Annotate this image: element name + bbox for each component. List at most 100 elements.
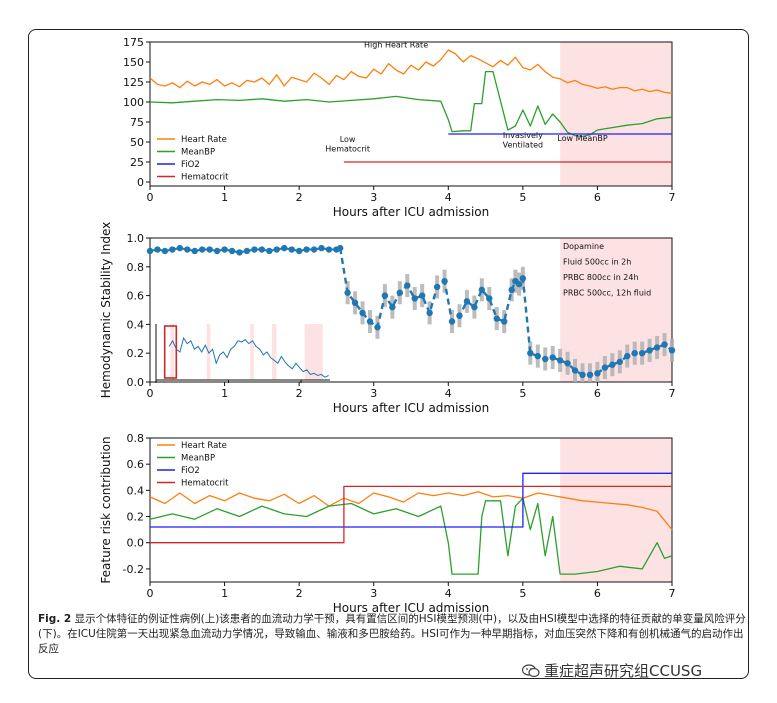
hsi-point	[325, 246, 333, 253]
hsi-point	[389, 303, 396, 311]
hsi-point	[653, 344, 661, 351]
legend-entry: FiO2	[181, 160, 200, 170]
inset-shaded-region	[272, 324, 277, 380]
y-axis-label: Hemodynamic Stability Index	[99, 222, 113, 399]
hsi-point	[221, 246, 228, 253]
y-tick-label: 0.8	[127, 432, 145, 445]
hsi-point	[154, 246, 161, 253]
annotation: Hematocrit	[325, 145, 370, 154]
y-tick-label: 150	[123, 56, 144, 69]
annotation: Low MeanBP	[557, 134, 608, 143]
y-tick-label: 0.4	[127, 318, 145, 331]
hsi-point	[411, 295, 418, 302]
x-tick-label: 2	[296, 191, 303, 204]
contribution-line-hematocrit	[150, 485, 672, 544]
inset-shaded-region	[304, 324, 323, 380]
annotation: Invasively	[503, 131, 543, 140]
hsi-point	[433, 283, 441, 291]
hsi-point	[616, 358, 623, 366]
hsi-point	[359, 309, 366, 317]
x-tick-label: 2	[296, 587, 303, 600]
hsi-point	[344, 289, 351, 296]
hsi-point	[169, 246, 176, 253]
watermark: 重症超声研究组CCUSG	[522, 660, 702, 681]
caption-text: 显示个体特征的例证性病例(上)该患者的血流动力学干预，具有置信区间的HSI模型预…	[38, 613, 746, 655]
y-axis-label: Feature risk contribution	[99, 436, 113, 583]
x-axis-label: Hours after ICU admission	[333, 205, 489, 219]
shaded-region	[560, 42, 672, 186]
hsi-point	[199, 246, 206, 253]
y-tick-label: -0.2	[123, 563, 144, 576]
y-tick-label: 75	[130, 116, 144, 129]
hsi-point	[631, 350, 638, 357]
x-tick-label: 6	[594, 191, 601, 204]
watermark-text: 重症超声研究组CCUSG	[544, 662, 703, 680]
plot-frame	[149, 437, 673, 583]
annotation: Low	[340, 135, 356, 144]
hsi-point	[318, 244, 325, 252]
hsi-point	[534, 352, 541, 360]
y-tick-label: 125	[123, 76, 144, 89]
hsi-point	[571, 367, 579, 374]
y-tick-label: 0.4	[127, 484, 145, 497]
x-tick-label: 5	[519, 587, 526, 600]
plot-frame	[149, 237, 673, 383]
y-tick-label: 0.2	[127, 347, 145, 360]
inset-highlight-box	[163, 325, 178, 379]
x-tick-label: 1	[221, 191, 228, 204]
hsi-point	[579, 371, 586, 378]
hsi-point	[374, 324, 381, 331]
hsi-point	[288, 246, 295, 253]
y-tick-label: 0.0	[127, 376, 145, 389]
hsi-point	[493, 315, 500, 322]
y-tick-label: 0.8	[127, 261, 145, 274]
y-tick-label: 0.2	[127, 511, 145, 524]
x-tick-label: 0	[147, 587, 154, 600]
y-tick-label: 100	[123, 96, 144, 109]
inset-shaded-region	[170, 324, 175, 380]
series-line-meanbp	[149, 70, 673, 138]
x-tick-label: 7	[669, 587, 676, 600]
intervention-annotation: PRBC 800cc in 24h	[563, 273, 639, 282]
hsi-point	[519, 275, 527, 282]
y-tick-label: 0.0	[127, 537, 145, 550]
hsi-point	[236, 249, 243, 256]
series-line-heart-rate	[149, 49, 673, 94]
legend-entry: MeanBP	[181, 454, 215, 464]
shaded-region	[560, 238, 672, 382]
hsi-point	[176, 244, 184, 252]
hsi-point	[549, 354, 556, 361]
hsi-point	[508, 286, 515, 294]
legend-entry: Hematocrit	[181, 173, 229, 183]
hsi-point	[426, 309, 433, 317]
y-tick-label: 1.0	[127, 232, 145, 245]
x-tick-label: 3	[370, 387, 377, 400]
hsi-point	[251, 246, 258, 253]
x-tick-label: 0	[147, 387, 154, 400]
hsi-point	[527, 350, 534, 357]
y-tick-label: 25	[130, 156, 144, 169]
hsi-point	[273, 246, 280, 253]
hsi-point	[146, 247, 154, 255]
hsi-point	[310, 246, 318, 253]
y-tick-label: 50	[130, 136, 144, 149]
intervention-annotation: PRBC 500cc, 12h fluid	[563, 289, 651, 298]
hsi-point	[366, 318, 374, 325]
contribution-line-meanbp	[149, 497, 673, 575]
hsi-point	[191, 247, 198, 255]
hsi-point	[266, 247, 273, 255]
x-tick-label: 4	[445, 587, 452, 600]
hsi-point	[281, 244, 288, 252]
hsi-point	[471, 303, 478, 311]
hsi-point	[668, 347, 676, 354]
hsi-point	[448, 318, 456, 325]
hsi-point	[258, 246, 266, 253]
hsi-point	[243, 247, 251, 255]
x-tick-label: 6	[594, 587, 601, 600]
intervention-annotation: Dopamine	[563, 242, 604, 251]
hsi-point	[381, 292, 389, 299]
wechat-logo-icon	[522, 664, 540, 678]
hsi-point	[295, 247, 303, 255]
hsi-point	[624, 352, 631, 360]
